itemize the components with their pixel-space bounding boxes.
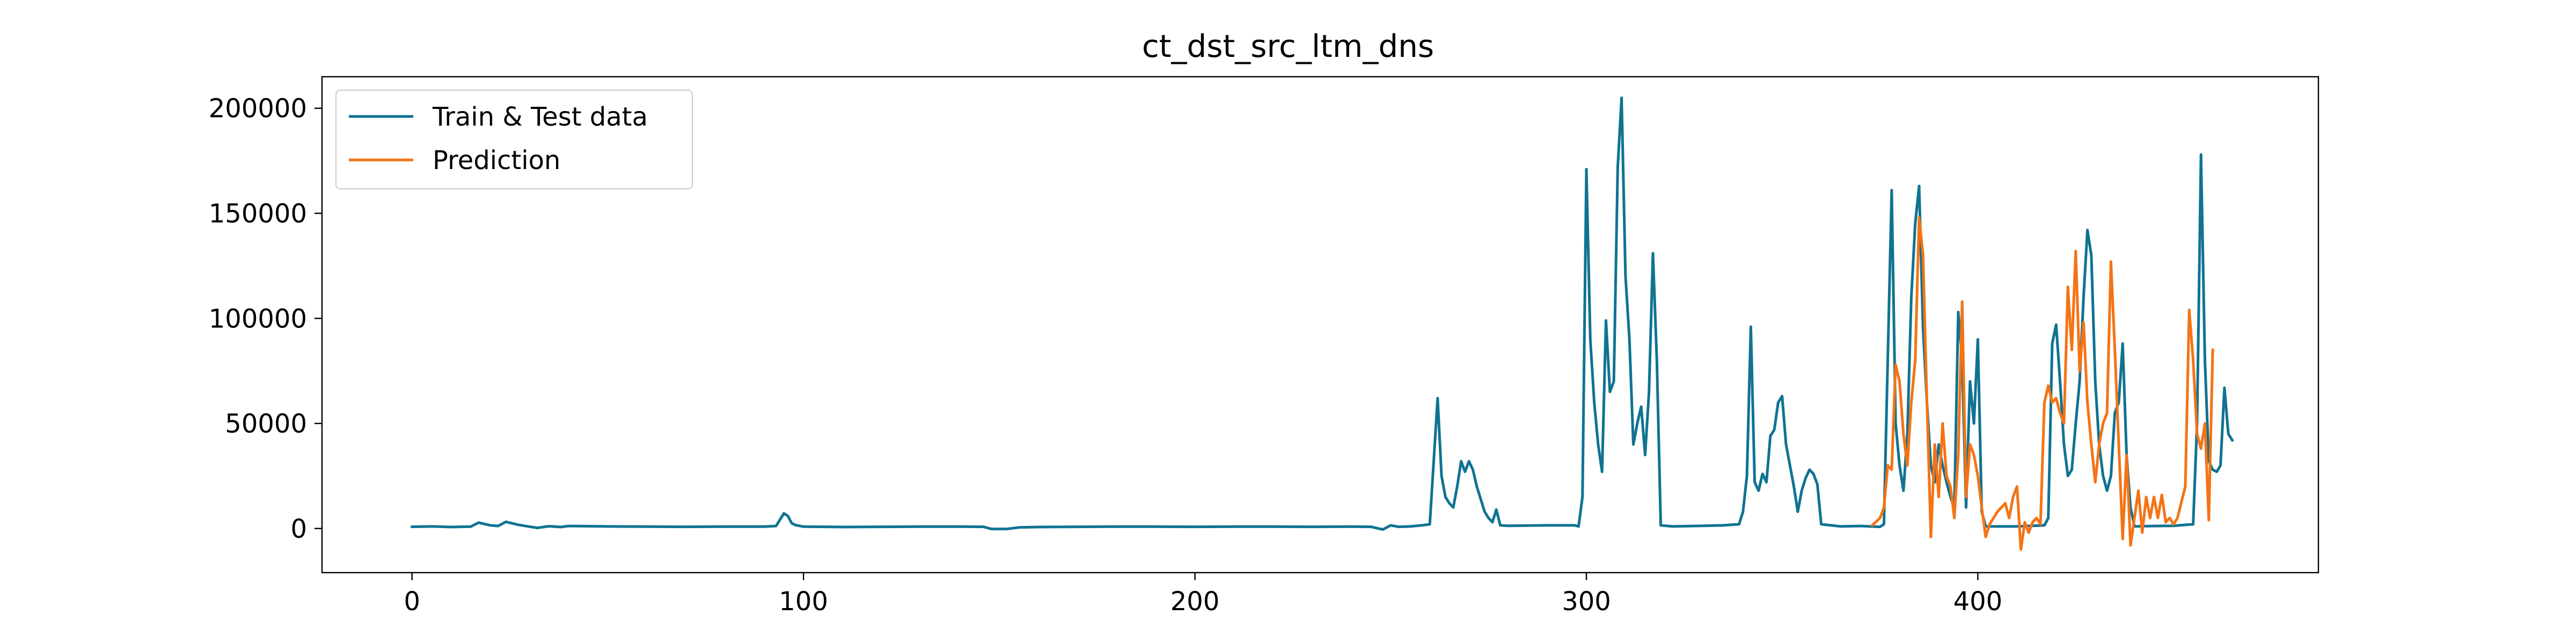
- chart-title: ct_dst_src_ltm_dns: [1142, 28, 1434, 64]
- series-layer: [411, 96, 2234, 551]
- y-tick-label: 200000: [209, 94, 307, 124]
- series-line-prediction: [1870, 216, 2214, 551]
- axes-frame: [321, 76, 2319, 574]
- x-tick-label: 100: [779, 587, 828, 617]
- y-tick-label: 0: [290, 514, 307, 544]
- series-line-train-test: [411, 96, 2234, 531]
- y-tick-label: 100000: [209, 304, 307, 334]
- legend: Train & Test data Prediction: [335, 90, 693, 189]
- x-tick-label: 400: [1953, 587, 2003, 617]
- legend-label-prediction: Prediction: [433, 145, 560, 175]
- x-tick-label: 0: [404, 587, 420, 617]
- legend-box: [335, 90, 693, 189]
- y-axis: 0 50000 100000 150000 200000: [209, 94, 322, 544]
- legend-label-train-test: Train & Test data: [432, 102, 648, 132]
- y-tick-label: 150000: [209, 199, 307, 229]
- x-axis: 0 100 200 300 400: [404, 573, 2002, 617]
- y-tick-label: 50000: [225, 409, 307, 439]
- x-tick-label: 200: [1170, 587, 1220, 617]
- x-tick-label: 300: [1562, 587, 1611, 617]
